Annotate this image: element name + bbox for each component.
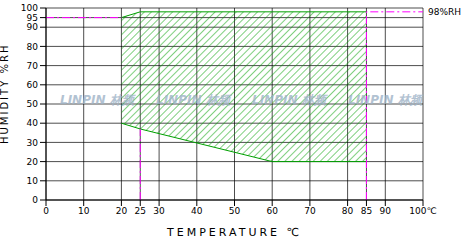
svg-text:20: 20 [116, 206, 128, 216]
svg-text:95: 95 [27, 13, 38, 23]
svg-text:98%RH: 98%RH [428, 7, 457, 17]
svg-text:40: 40 [191, 206, 203, 216]
svg-text:90: 90 [27, 22, 39, 32]
svg-text:100: 100 [21, 3, 38, 13]
svg-text:10: 10 [27, 176, 39, 186]
svg-text:60: 60 [27, 80, 39, 90]
svg-text:70: 70 [304, 206, 316, 216]
svg-text:85: 85 [361, 206, 372, 216]
html-text:LINPIN 林频: LINPIN 林频 [60, 93, 134, 107]
svg-text:100℃: 100℃ [409, 206, 436, 216]
html-text:LINPIN 林频: LINPIN 林频 [348, 93, 422, 107]
svg-text:90: 90 [380, 206, 392, 216]
svg-text:25: 25 [135, 206, 146, 216]
svg-text:0: 0 [32, 195, 38, 205]
svg-text:20: 20 [27, 157, 39, 167]
svg-text:60: 60 [266, 206, 278, 216]
svg-text:10: 10 [78, 206, 90, 216]
svg-text:70: 70 [27, 61, 39, 71]
svg-text:50: 50 [229, 206, 241, 216]
svg-text:40: 40 [27, 118, 39, 128]
svg-text:30: 30 [27, 138, 39, 148]
svg-text:50: 50 [27, 99, 39, 109]
svg-text:80: 80 [342, 206, 354, 216]
html-text:LINPIN 林频: LINPIN 林频 [156, 93, 230, 107]
svg-text:30: 30 [153, 206, 165, 216]
html-text:LINPIN 林频: LINPIN 林频 [252, 93, 326, 107]
svg-text:TEMPERATURE ℃: TEMPERATURE ℃ [166, 226, 302, 239]
svg-text:HUMIDITY %RH: HUMIDITY %RH [8, 44, 10, 144]
svg-text:80: 80 [27, 42, 39, 52]
svg-text:0: 0 [43, 206, 49, 216]
